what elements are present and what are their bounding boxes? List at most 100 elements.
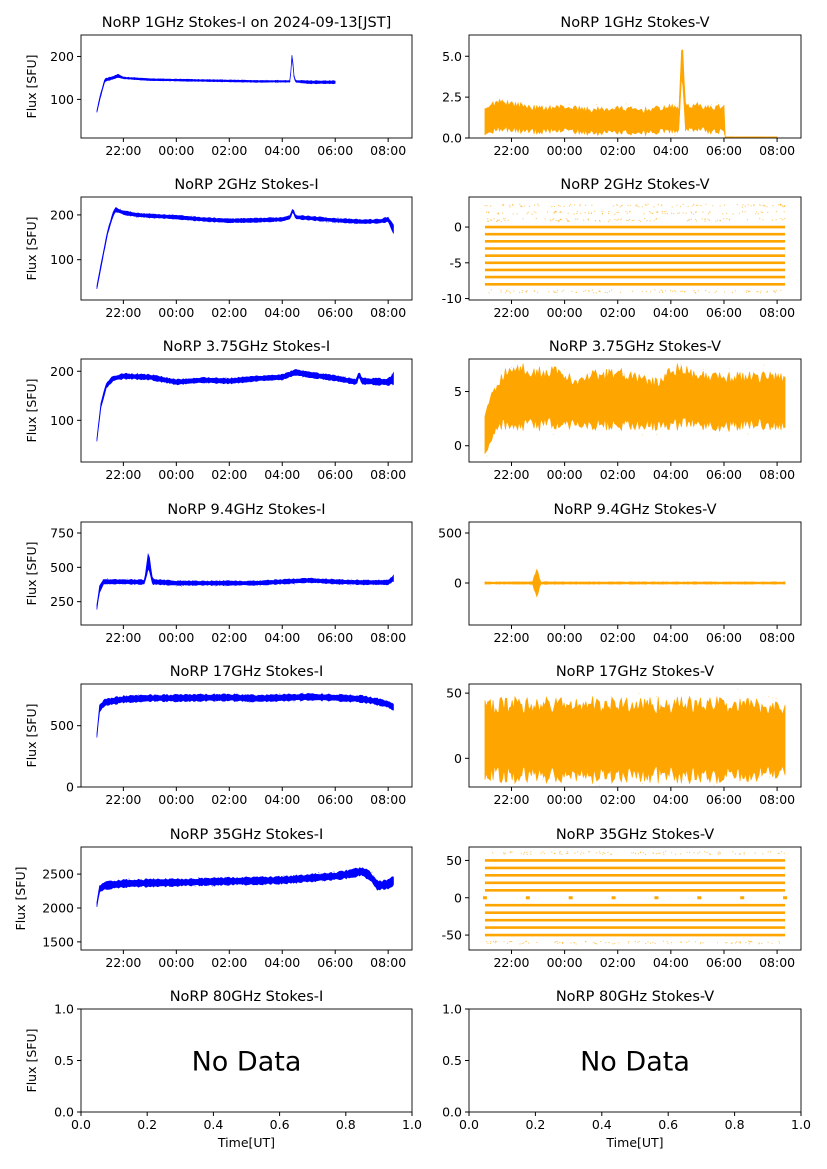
series-1-sparse-point	[486, 205, 488, 207]
series-1-point	[712, 733, 714, 735]
series-1-point	[154, 578, 156, 580]
x-tick-label: 22:00	[105, 305, 141, 320]
series-1-sparse-point	[553, 205, 556, 208]
series-1-point	[749, 136, 751, 138]
series-1-sparse-point	[653, 206, 655, 208]
series-1-sparse-point	[775, 211, 778, 213]
series-1-sparse-point	[626, 219, 628, 221]
series-1-point	[637, 583, 639, 585]
series-1-sparse-point	[490, 289, 492, 291]
series-1-sparse-point	[743, 852, 745, 854]
series-1-sparse-point	[693, 852, 695, 854]
chart-title: NoRP 3.75GHz Stokes-V	[549, 339, 721, 355]
series-1-point	[244, 79, 246, 81]
series-1-sparse-point	[497, 220, 499, 222]
series-1-point	[218, 79, 220, 81]
series-1-sparse-point	[730, 942, 733, 945]
series-1-sparse-point	[739, 942, 742, 944]
series-1-sparse-point	[608, 211, 610, 213]
series-1-point	[637, 384, 639, 386]
series-1-sparse-point	[717, 853, 720, 856]
series-1-sparse-point	[690, 211, 692, 213]
axes-frame	[80, 196, 413, 301]
series-1-sparse-point	[616, 204, 618, 206]
series-1-point	[120, 208, 122, 210]
series-1-point	[511, 107, 513, 109]
series-1-point	[272, 81, 274, 82]
axes-frame	[468, 34, 802, 139]
no-data-annotation: No Data	[580, 1047, 690, 1078]
series-1-point	[691, 105, 693, 107]
data-layer	[96, 867, 394, 907]
series-1-point	[101, 582, 103, 584]
series-1-sparse-point	[500, 291, 502, 293]
series-1-sparse-point	[493, 218, 495, 220]
series-1-point	[104, 247, 106, 249]
x-tick-label: 0.0	[459, 1117, 479, 1132]
series-1-point	[657, 396, 659, 398]
x-tick-label: 0.8	[336, 1117, 356, 1132]
y-tick-label: 50	[446, 686, 462, 701]
x-tick-label: 04:00	[264, 305, 300, 320]
series-1-sparse-point	[774, 291, 776, 294]
series-1-point	[334, 222, 336, 224]
series-1-sparse-point	[746, 219, 749, 221]
x-tick-label: 22:00	[493, 143, 529, 158]
series-1-point	[206, 79, 208, 81]
series-1-sparse-point	[734, 942, 737, 944]
series-1-point	[98, 421, 100, 423]
series-1-point	[660, 582, 662, 584]
series-1-point	[237, 378, 239, 380]
y-tick-label: -5	[450, 255, 462, 270]
series-1-point	[121, 211, 122, 213]
series-1-point	[308, 699, 310, 701]
series-1-point	[552, 728, 554, 729]
y-tick-label: 0	[66, 780, 74, 795]
series-1-sparse-point	[556, 940, 558, 943]
series-1-sparse-point	[781, 851, 783, 853]
series-1-sparse-point	[678, 212, 680, 214]
series-1-sparse-point	[709, 853, 712, 856]
series-1-point	[264, 877, 266, 879]
series-1-sparse-point	[731, 942, 734, 944]
series-1-point	[337, 217, 339, 219]
series-1-sparse-point	[746, 289, 748, 291]
series-1-sparse-point	[496, 941, 498, 943]
series-1-point	[622, 581, 624, 583]
series-1-point	[131, 77, 133, 79]
series-1-sparse-point	[661, 205, 663, 207]
series-1-sparse-point	[639, 220, 642, 222]
series-1-sparse-point	[748, 943, 750, 945]
x-tick-label: 00:00	[158, 955, 194, 970]
series-1-point	[232, 218, 234, 220]
series-1-point	[160, 381, 162, 383]
series-1-sparse-point	[658, 291, 661, 293]
series-1-sparse-point	[576, 213, 578, 215]
x-tick-label: 22:00	[105, 955, 141, 970]
series-1-sparse-point	[657, 204, 659, 206]
series-1-sparse-point	[604, 291, 606, 294]
series-1-sparse-point	[641, 206, 643, 208]
series-1-sparse-point	[537, 203, 539, 205]
series-1-sparse-point	[637, 941, 639, 943]
series-1-sparse-point	[522, 218, 524, 220]
series-1-sparse-point	[753, 204, 755, 206]
series-1-sparse-point	[698, 290, 700, 292]
series-1-point	[625, 103, 627, 105]
series-1-sparse-point	[760, 211, 762, 213]
series-1-point	[642, 384, 644, 386]
series-1-point	[166, 378, 168, 380]
series-1-point	[257, 694, 259, 696]
series-1-sparse-point	[507, 942, 509, 944]
series-1-point	[179, 697, 181, 699]
series-1-point	[150, 216, 152, 218]
series-1-sparse-point	[588, 290, 590, 292]
x-tick-label: 22:00	[493, 467, 529, 482]
series-1-sparse-point	[521, 206, 523, 208]
series-1-point	[329, 375, 331, 377]
series-1-sparse-point	[590, 212, 593, 214]
series-1-sparse-point	[484, 205, 486, 207]
series-1-sparse-point	[512, 213, 514, 215]
series-1-point	[153, 695, 155, 697]
series-1-sparse-point	[671, 212, 673, 214]
